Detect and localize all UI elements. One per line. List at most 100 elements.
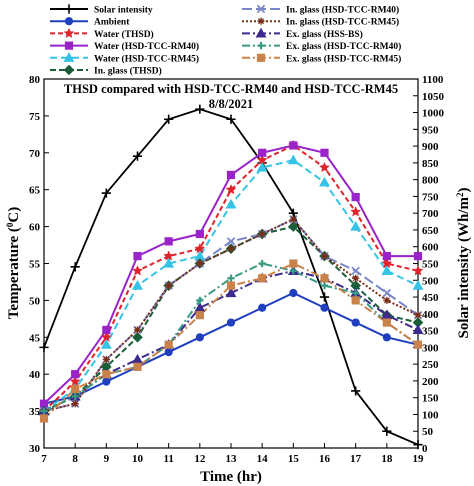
data-point — [414, 311, 422, 319]
x-tick-label: 8 — [72, 453, 78, 465]
x-tick-label: 15 — [288, 453, 300, 465]
y-tick-label: 45 — [29, 332, 41, 344]
data-point — [40, 407, 48, 415]
data-point — [289, 215, 297, 223]
data-point — [101, 188, 111, 198]
y-tick-label: 30 — [29, 443, 41, 455]
data-point — [289, 141, 298, 150]
data-point — [320, 148, 329, 157]
y2-tick-label: 350 — [422, 326, 439, 338]
y-axis-title: Temperature (0C) — [5, 207, 22, 319]
data-point — [227, 245, 235, 253]
legend-marker — [64, 41, 74, 50]
data-point — [320, 274, 329, 283]
data-point — [382, 288, 392, 298]
data-point — [71, 370, 80, 379]
data-point — [258, 259, 266, 268]
y2-tick-label: 1050 — [422, 91, 445, 103]
y2-tick-label: 800 — [422, 175, 439, 187]
data-point — [289, 259, 298, 268]
data-point — [225, 287, 237, 298]
y-tick-label: 70 — [29, 148, 41, 160]
plot-frame — [43, 78, 419, 449]
data-point — [164, 237, 173, 246]
data-point — [351, 192, 360, 202]
x-tick-label: 19 — [413, 453, 425, 465]
legend-marker — [64, 17, 74, 26]
data-point — [320, 282, 329, 290]
x-tick-label: 7 — [41, 453, 47, 465]
x-tick-label: 17 — [350, 453, 362, 465]
data-point — [413, 340, 423, 349]
y2-axis-title-end: ) — [456, 188, 472, 193]
data-point — [102, 377, 111, 386]
chart-subtitle: 8/8/2021 — [209, 97, 253, 111]
legend-marker — [255, 27, 267, 38]
y2-tick-label: 700 — [422, 208, 439, 220]
data-point — [71, 400, 79, 408]
x-tick-label: 16 — [319, 453, 331, 465]
data-point — [196, 296, 204, 304]
data-point — [350, 220, 362, 231]
y2-tick-label: 600 — [422, 242, 439, 254]
data-point — [351, 318, 360, 327]
y-tick-label: 80 — [29, 74, 41, 86]
y2-tick-label: 1000 — [422, 108, 445, 120]
y-tick-label: 55 — [29, 259, 41, 271]
data-point — [289, 267, 297, 275]
data-point — [320, 252, 329, 260]
data-point — [412, 324, 424, 335]
legend-marker — [63, 64, 75, 76]
y2-tick-label: 400 — [422, 309, 439, 321]
data-point — [352, 289, 360, 297]
data-point — [382, 426, 392, 436]
data-point — [350, 206, 362, 217]
data-point — [382, 252, 391, 261]
data-point — [100, 339, 112, 349]
data-point — [164, 347, 173, 357]
data-point — [102, 325, 111, 335]
legend-label: Ex. glass (HSD-TCC-RM45) — [286, 53, 401, 64]
data-point — [102, 370, 111, 379]
x-tick-label: 13 — [226, 453, 238, 465]
data-point — [227, 274, 235, 282]
data-point — [413, 440, 423, 450]
y-axis-title-end: C) — [6, 207, 22, 223]
data-point — [165, 282, 173, 290]
y2-tick-label: 650 — [422, 225, 439, 237]
y-axis-left: 30 35 40 45 50 55 60 65 70 75 80 — [29, 74, 49, 455]
y-tick-label: 40 — [29, 369, 41, 381]
y2-tick-label: 250 — [422, 359, 439, 371]
data-point — [102, 355, 110, 364]
y2-tick-label: 50 — [422, 426, 434, 438]
legend-marker — [257, 42, 265, 50]
data-point — [71, 384, 80, 394]
legend-label: Water (HSD-TCC-RM45) — [94, 53, 199, 64]
x-tick-label: 12 — [194, 453, 206, 465]
legend-label: In. glass (HSD-TCC-RM40) — [286, 5, 399, 16]
data-point — [320, 303, 329, 312]
data-point — [39, 414, 49, 423]
data-point — [381, 265, 393, 275]
y-axis-right: 0 50 100 150 200 250 300 350 400 450 500 550 600 650 7… — [413, 74, 445, 455]
data-point — [412, 265, 424, 276]
data-point — [383, 296, 391, 304]
x-tick-label: 11 — [163, 453, 173, 465]
data-point — [258, 303, 267, 312]
data-point — [163, 257, 175, 268]
data-point — [195, 311, 204, 320]
y2-tick-label: 500 — [422, 275, 439, 287]
data-point — [256, 161, 268, 172]
data-point — [133, 326, 142, 334]
legend-marker — [257, 17, 265, 25]
data-point — [319, 176, 330, 187]
data-point — [196, 259, 204, 268]
y-tick-label: 50 — [29, 295, 41, 307]
legend-label: In. glass (THSD) — [94, 66, 162, 77]
data-point — [226, 237, 236, 246]
data-point — [226, 281, 236, 290]
x-axis-title: Time (hr) — [200, 469, 262, 485]
data-point — [351, 296, 360, 305]
data-point — [164, 340, 173, 349]
data-point — [258, 230, 266, 238]
